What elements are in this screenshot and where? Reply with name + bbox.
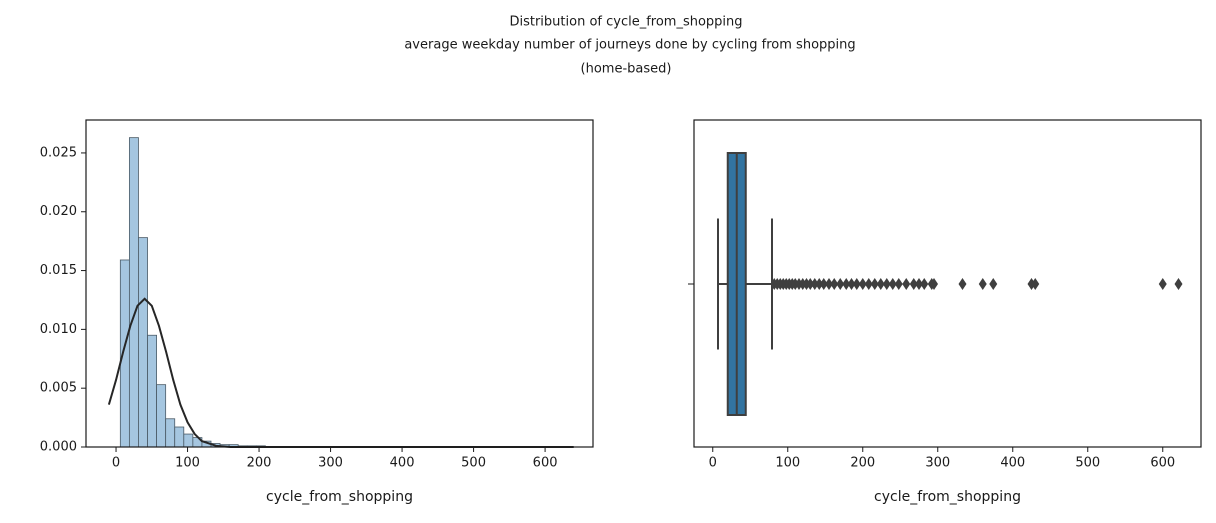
y-tick-label: 0.010 <box>40 322 77 337</box>
hist-bar <box>165 418 176 448</box>
outlier <box>806 278 815 290</box>
hist-bar <box>119 259 130 448</box>
hist-bar <box>156 384 167 448</box>
outlier <box>1031 278 1040 290</box>
outlier <box>958 278 967 290</box>
y-tick-label: 0.015 <box>40 263 77 278</box>
outlier <box>852 278 861 290</box>
outlier <box>1174 278 1183 290</box>
x-tick-label: 200 <box>850 456 875 471</box>
y-tick-label: 0.025 <box>40 145 77 160</box>
hist-bar <box>128 137 139 448</box>
x-tick-label: 100 <box>175 456 200 471</box>
outlier <box>930 278 938 290</box>
y-tick-label: 0.005 <box>40 381 77 396</box>
outlier <box>864 278 873 290</box>
x-tick-label: 600 <box>533 456 558 471</box>
outlier <box>810 278 819 290</box>
x-tick-label: 500 <box>1075 456 1100 471</box>
hist-bar <box>183 433 194 448</box>
x-tick-label: 600 <box>1150 456 1175 471</box>
x-tick-label: 100 <box>775 456 800 471</box>
outlier <box>858 278 867 290</box>
axes-frame <box>85 119 594 448</box>
outlier <box>819 278 828 290</box>
outlier <box>888 278 897 290</box>
x-tick-label: 300 <box>318 456 343 471</box>
y-tick-label: 0.000 <box>40 440 77 455</box>
outlier <box>978 278 987 290</box>
outlier <box>989 278 998 290</box>
y-tick-label: 0.020 <box>40 204 77 219</box>
x-tick-label: 500 <box>461 456 486 471</box>
outlier <box>815 278 824 290</box>
x-axis-label: cycle_from_shopping <box>266 489 413 505</box>
outlier <box>909 278 918 290</box>
density-curve <box>107 297 574 448</box>
hist-bar <box>147 334 157 448</box>
outlier <box>836 278 845 290</box>
outlier <box>870 278 879 290</box>
outlier <box>842 278 851 290</box>
outlier <box>847 278 856 290</box>
x-tick-label: 200 <box>247 456 272 471</box>
x-tick-label: 0 <box>112 456 120 471</box>
title-line: Distribution of cycle_from_shopping <box>509 15 742 30</box>
axes-frame <box>693 119 1202 448</box>
outlier <box>830 278 839 290</box>
x-tick-label: 400 <box>1000 456 1025 471</box>
x-tick-label: 400 <box>390 456 415 471</box>
title-line: average weekday number of journeys done … <box>404 38 855 53</box>
outlier <box>882 278 891 290</box>
hist-bar <box>138 237 148 448</box>
x-tick-label: 300 <box>925 456 950 471</box>
outlier <box>915 278 923 290</box>
outlier <box>876 278 885 290</box>
outlier <box>825 278 833 290</box>
title-line: (home-based) <box>581 62 672 77</box>
outlier <box>902 278 911 290</box>
outlier <box>1158 278 1167 290</box>
outlier <box>920 278 929 290</box>
x-axis-label: cycle_from_shopping <box>874 489 1021 505</box>
x-tick-label: 0 <box>709 456 717 471</box>
outlier <box>894 278 903 290</box>
hist-bar <box>174 426 185 448</box>
